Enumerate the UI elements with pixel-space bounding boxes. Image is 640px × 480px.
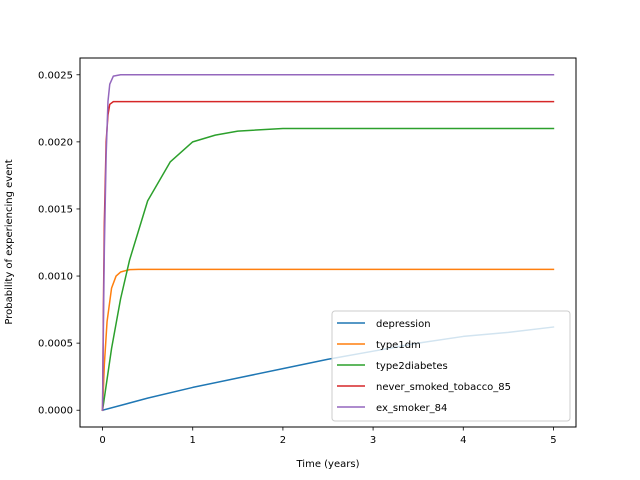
y-tick-label: 0.0020 <box>38 137 73 148</box>
x-axis: 0 1 2 3 4 5 <box>99 427 557 446</box>
x-tick-label: 1 <box>190 435 196 446</box>
y-tick-label: 0.0000 <box>38 406 73 417</box>
x-axis-label: Time (years) <box>296 459 360 470</box>
y-axis: 0.0000 0.0005 0.0010 0.0015 0.0020 0.0025 <box>38 70 80 417</box>
legend: depression type1dm type2diabetes never_smok… <box>331 310 571 422</box>
y-axis-label: Probability of experiencing event <box>4 159 15 324</box>
y-tick-label: 0.0005 <box>38 339 73 350</box>
y-tick-label: 0.0015 <box>38 204 73 215</box>
plot-frame <box>79 57 577 428</box>
x-tick-label: 3 <box>370 435 376 446</box>
legend-label-type2diabetes: type2diabetes <box>376 361 448 372</box>
x-tick-label: 5 <box>550 435 556 446</box>
legend-label-depression: depression <box>376 319 431 330</box>
series-layer <box>101 74 555 412</box>
legend-label-ex_smoker_84: ex_smoker_84 <box>376 403 447 414</box>
legend-label-type1dm: type1dm <box>376 340 421 351</box>
legend-label-never_smoked_tobacco_85: never_smoked_tobacco_85 <box>376 382 511 393</box>
x-tick-label: 2 <box>280 435 286 446</box>
y-tick-label: 0.0010 <box>38 272 73 283</box>
series-line-type2diabetes <box>101 127 555 412</box>
x-tick-label: 4 <box>460 435 466 446</box>
legend-box <box>331 310 571 422</box>
y-tick-label: 0.0025 <box>38 70 73 81</box>
series-line-ex_smoker_84 <box>101 74 555 411</box>
series-line-type1dm <box>101 268 555 412</box>
x-tick-label: 0 <box>99 435 105 446</box>
